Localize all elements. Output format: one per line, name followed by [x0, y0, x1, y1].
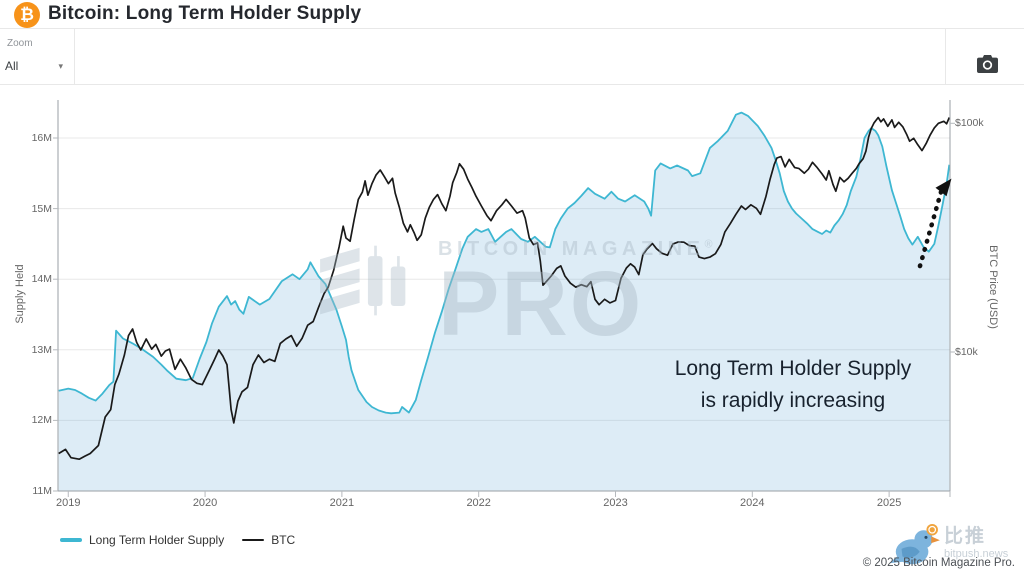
x-axis-tick-2022: 2022	[466, 497, 491, 509]
y-axis-tick-15M: 15M	[31, 202, 52, 215]
legend-swatch-btc	[242, 538, 265, 542]
bitpush-name-cn: 比推	[944, 526, 987, 547]
toolbar-left-divider	[74, 28, 75, 84]
arrow-head-icon	[935, 178, 952, 197]
x-axis-tick-2019: 2019	[56, 497, 81, 509]
copyright-notice: © 2025 Bitcoin Magazine Pro.	[862, 557, 1015, 569]
toolbar-bottom-divider	[0, 84, 1024, 85]
chart-annotation: Long Term Holder Supply is rapidly incre…	[640, 353, 946, 417]
x-axis-tick-2021: 2021	[329, 497, 355, 509]
annotation-line2: is rapidly increasing	[700, 389, 886, 412]
right-axis-tick-10k: $10k	[955, 346, 978, 358]
x-axis-tick-2020: 2020	[192, 497, 218, 509]
bitpush-brand: 比推 bitpush.news	[944, 526, 1019, 560]
legend-item-lth-supply[interactable]: Long Term Holder Supply	[60, 533, 224, 547]
toolbar-right-divider	[945, 28, 946, 84]
x-axis-tick-2025: 2025	[876, 497, 902, 509]
toolbar-top-divider	[0, 28, 1024, 29]
bitcoin-logo-icon: ₿	[14, 2, 40, 28]
zoom-range-value: All	[5, 59, 19, 73]
y-axis-tick-14M: 14M	[31, 273, 52, 286]
x-axis-tick-2023: 2023	[603, 497, 628, 509]
legend-item-btc[interactable]: BTC	[242, 533, 295, 547]
legend-label-lth: Long Term Holder Supply	[89, 533, 225, 547]
y-axis-tick-13M: 13M	[31, 343, 52, 356]
zoom-label: Zoom	[7, 38, 33, 49]
export-chart-button[interactable]	[976, 55, 998, 74]
camera-icon	[976, 55, 998, 73]
page-title: Bitcoin: Long Term Holder Supply	[48, 3, 362, 24]
y-axis-tick-12M: 12M	[31, 414, 52, 427]
y-axis-tick-16M: 16M	[31, 132, 52, 144]
chevron-down-icon: ▾	[58, 60, 63, 71]
right-axis-tick-100k: $100k	[955, 117, 984, 130]
annotation-line1: Long Term Holder Supply	[674, 357, 912, 380]
right-axis-title: BTC Price (USD)	[987, 245, 999, 329]
y-axis-tick-11M: 11M	[32, 485, 52, 497]
legend-swatch-lth	[60, 538, 82, 542]
bitpush-domain: bitpush.news	[944, 548, 1009, 560]
bitpush-bird-icon	[885, 523, 943, 574]
chart-legend: Long Term Holder Supply BTC	[60, 533, 295, 547]
legend-label-btc: BTC	[271, 533, 296, 547]
zoom-range-dropdown[interactable]: All ▾	[5, 56, 67, 76]
x-axis-tick-2024: 2024	[740, 497, 765, 509]
